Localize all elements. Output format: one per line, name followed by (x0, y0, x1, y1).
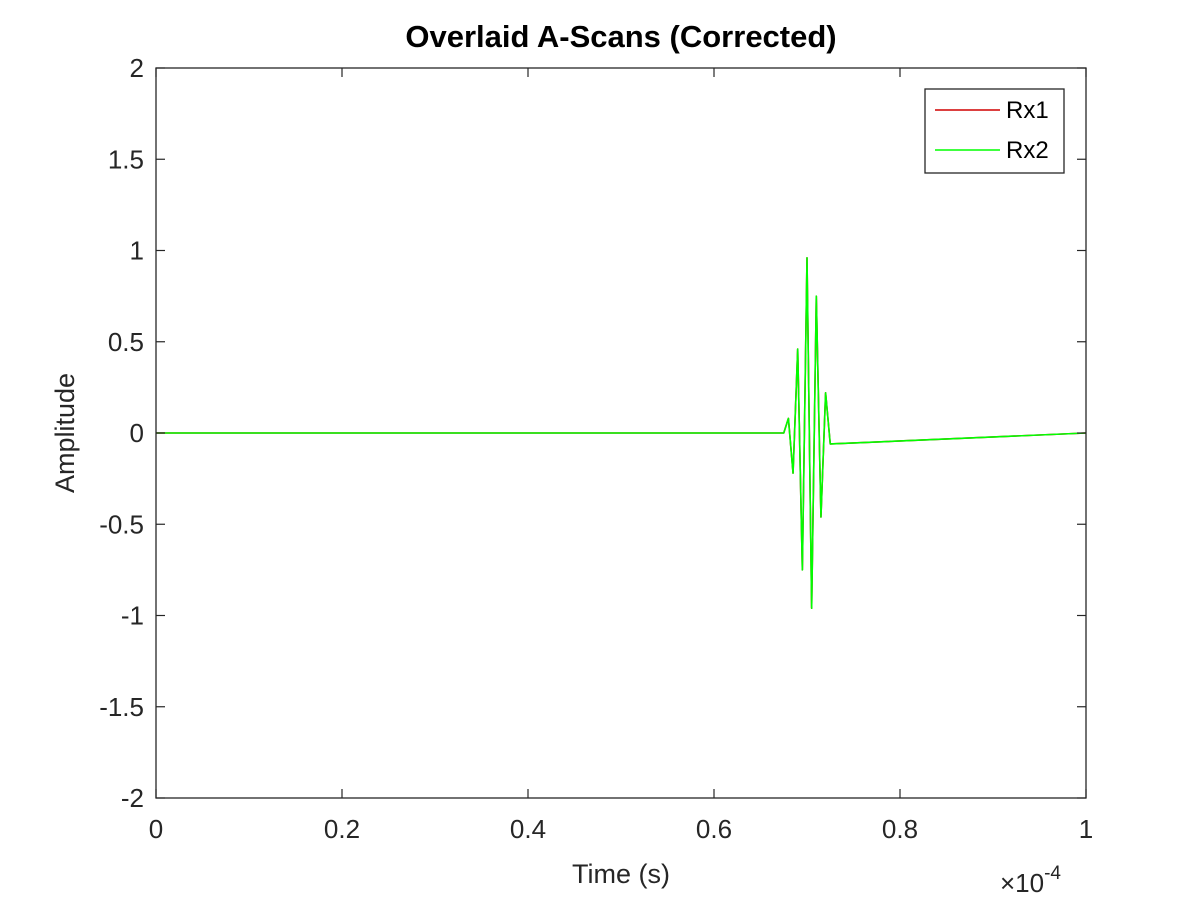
x-tick-label: 0 (149, 814, 163, 844)
legend: Rx1 Rx2 (924, 88, 1065, 174)
x-tick-label: 0.8 (882, 814, 918, 844)
chart-title: Overlaid A-Scans (Corrected) (405, 19, 836, 54)
y-tick-label: -0.5 (99, 509, 144, 539)
legend-box (924, 88, 1065, 174)
axes-box (155, 67, 1087, 799)
y-tick-label: 2 (130, 53, 144, 83)
x-exponent-power: -4 (1044, 863, 1061, 884)
y-tick-label: -2 (121, 783, 144, 813)
tick-layer: 0 0.2 0.4 0.6 0.8 1 2 1.5 1 0.5 0 -0.5 -1 -1.5 -2 (99, 53, 1093, 844)
y-tick-label: 0 (130, 418, 144, 448)
legend-label-rx2: Rx2 (1006, 137, 1049, 164)
x-tick-label: 1 (1079, 814, 1093, 844)
x-tick-label: 0.4 (510, 814, 546, 844)
legend-label-rx1: Rx1 (1006, 97, 1049, 124)
x-tick-label: 0.2 (324, 814, 360, 844)
y-axis-label: Amplitude (50, 373, 80, 493)
y-tick-label: 0.5 (108, 327, 144, 357)
y-tick-label: 1.5 (108, 144, 144, 174)
y-tick-label: -1 (121, 601, 144, 631)
x-exponent-label: ×10-4 (1000, 863, 1061, 898)
y-tick-label: -1.5 (99, 692, 144, 722)
y-tick-label: 1 (130, 236, 144, 266)
series-line-rx2 (156, 257, 1087, 609)
x-exponent-base: ×10 (1000, 868, 1044, 898)
x-tick-label: 0.6 (696, 814, 732, 844)
x-axis-label: Time (s) (572, 859, 670, 889)
series-layer (156, 257, 1087, 609)
